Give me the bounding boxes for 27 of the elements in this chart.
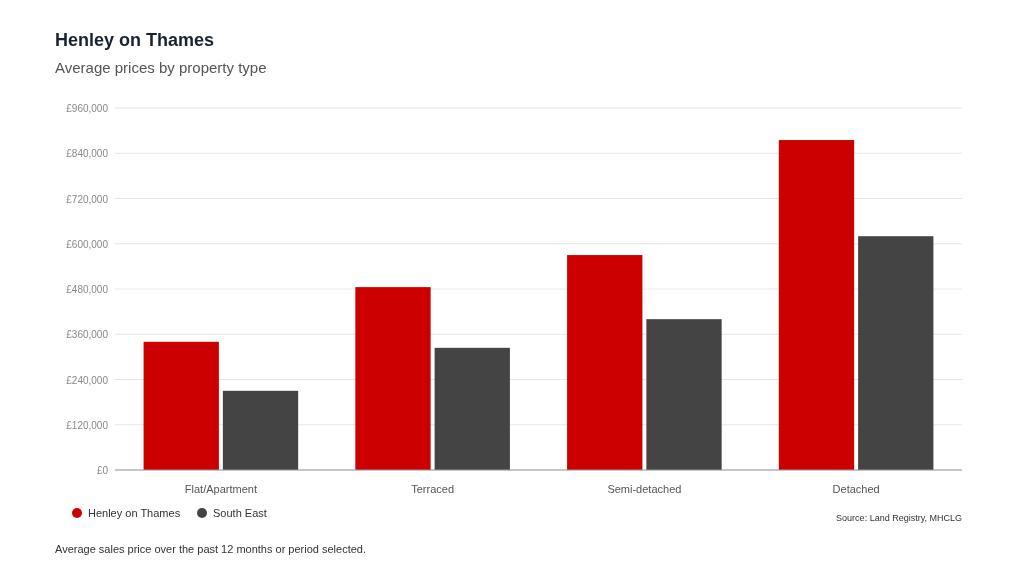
x-tick-label: Flat/Apartment (184, 483, 257, 495)
y-tick-label: £960,000 (66, 103, 109, 114)
bar (222, 390, 299, 470)
bar (778, 140, 855, 470)
x-tick-label: Semi-detached (607, 483, 682, 495)
legend-label: Henley on Thames (88, 507, 181, 519)
chart-subtitle: Average prices by property type (55, 59, 267, 76)
x-tick-label: Terraced (411, 483, 455, 495)
text: Average sales price over the past 12 months or period selected. (55, 543, 367, 555)
y-tick-label: £480,000 (66, 284, 109, 295)
y-tick-label: £600,000 (66, 238, 109, 250)
bar (858, 236, 934, 470)
chart-title: Henley on Thames (55, 30, 215, 50)
bar (434, 347, 510, 470)
y-tick-label: £720,000 (66, 193, 109, 205)
source-note: Source: Land Registry, MHCLG (836, 513, 962, 523)
bar (143, 341, 219, 470)
y-tick-label: £120,000 (66, 419, 109, 431)
y-tick-label: £0 (96, 465, 109, 476)
y-tick-label: £240,000 (66, 374, 109, 386)
y-tick-label: £360,000 (66, 329, 109, 341)
bar (646, 319, 722, 470)
x-tick-label: Detached (832, 483, 880, 495)
bar (355, 287, 431, 470)
legend-label: South East (213, 507, 267, 519)
bar (567, 255, 643, 470)
y-tick-label: £840,000 (66, 148, 109, 160)
